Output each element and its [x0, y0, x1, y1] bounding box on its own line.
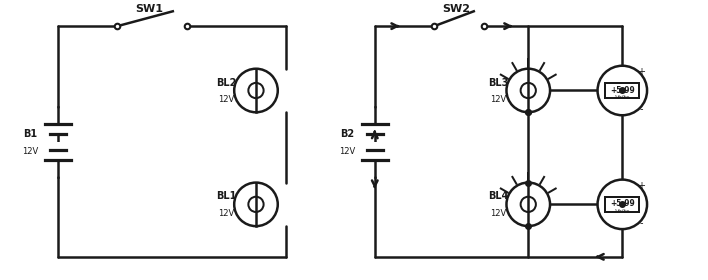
Circle shape — [506, 69, 550, 112]
Text: BL3: BL3 — [489, 78, 509, 88]
Text: SW1: SW1 — [135, 4, 163, 14]
Text: 12V: 12V — [491, 95, 507, 104]
Text: 12V: 12V — [22, 147, 38, 157]
Circle shape — [506, 183, 550, 226]
Text: BL2: BL2 — [216, 78, 236, 88]
Text: BL4: BL4 — [489, 192, 509, 201]
Circle shape — [234, 183, 278, 226]
Text: 12V: 12V — [491, 209, 507, 218]
Text: B1: B1 — [23, 129, 38, 139]
Circle shape — [598, 179, 647, 229]
Text: 12V: 12V — [218, 95, 234, 104]
Circle shape — [234, 69, 278, 112]
Text: +5.99: +5.99 — [610, 85, 634, 95]
Text: 12V: 12V — [339, 147, 355, 157]
Text: BL1: BL1 — [216, 192, 236, 201]
Text: 12V: 12V — [218, 209, 234, 218]
Text: Volts: Volts — [615, 95, 630, 101]
FancyBboxPatch shape — [605, 197, 639, 211]
Circle shape — [598, 66, 647, 115]
FancyBboxPatch shape — [605, 83, 639, 98]
Text: Volts: Volts — [615, 209, 630, 214]
Text: +: + — [637, 181, 645, 191]
Text: +: + — [637, 67, 645, 77]
Text: +5.99: +5.99 — [610, 199, 634, 208]
Text: SW2: SW2 — [442, 4, 470, 14]
Text: B2: B2 — [340, 129, 354, 139]
Text: -: - — [639, 104, 643, 114]
Text: -: - — [639, 218, 643, 228]
